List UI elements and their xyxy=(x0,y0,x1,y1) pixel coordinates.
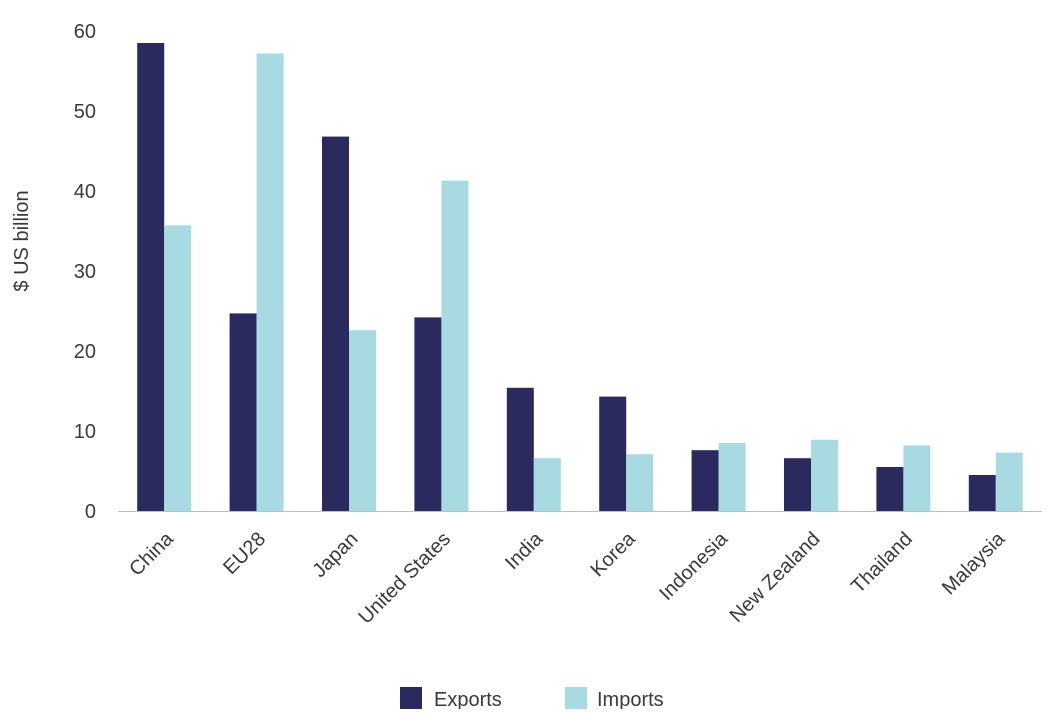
x-tick-label: India xyxy=(501,527,548,574)
bar-imports-china xyxy=(164,225,192,511)
bar-exports-united-states xyxy=(414,317,442,511)
bar-exports-china xyxy=(137,43,165,511)
y-axis-label: $ US billion xyxy=(11,190,33,291)
bar-exports-thailand xyxy=(876,467,904,511)
x-tick-label: EU28 xyxy=(219,528,270,579)
bar-imports-united-states xyxy=(441,180,469,511)
x-tick-label: China xyxy=(125,527,178,580)
x-tick-label: Thailand xyxy=(847,528,917,598)
bar-imports-korea xyxy=(626,454,654,511)
y-tick-label: 20 xyxy=(74,341,96,363)
y-tick-label: 30 xyxy=(74,261,96,283)
bar-exports-indonesia xyxy=(691,450,719,511)
legend-label-exports: Exports xyxy=(434,689,502,709)
x-tick-label: Japan xyxy=(308,528,362,582)
x-tick-label: New Zealand xyxy=(726,528,825,627)
bar-imports-eu28 xyxy=(256,53,284,512)
legend-swatch-imports xyxy=(565,687,587,709)
bar-imports-japan xyxy=(349,330,376,511)
x-tick-label: United States xyxy=(354,528,454,628)
bars xyxy=(137,43,1023,512)
y-tick-label: 60 xyxy=(74,21,96,43)
y-tick-label: 50 xyxy=(74,101,96,123)
y-tick-label: 0 xyxy=(85,501,96,523)
bar-imports-india xyxy=(533,458,561,511)
bar-exports-korea xyxy=(599,396,627,511)
bar-exports-japan xyxy=(322,136,349,511)
legend-swatch-exports xyxy=(400,687,422,709)
legend-label-imports: Imports xyxy=(597,689,664,709)
x-tick-label: Malaysia xyxy=(938,527,1010,599)
bar-imports-new-zealand xyxy=(811,439,838,511)
bar-imports-indonesia xyxy=(718,443,746,511)
bar-exports-eu28 xyxy=(229,313,257,511)
x-tick-label: Indonesia xyxy=(655,527,733,605)
x-tick-label: Korea xyxy=(586,527,640,581)
legend: Exports Imports xyxy=(400,687,664,711)
bar-exports-india xyxy=(506,387,534,511)
y-axis-ticks: 0 10 20 30 40 50 60 xyxy=(74,21,96,523)
y-tick-label: 40 xyxy=(74,181,96,203)
bar-exports-new-zealand xyxy=(784,458,811,511)
bar-imports-malaysia xyxy=(995,452,1023,511)
bar-imports-thailand xyxy=(903,445,931,511)
y-axis-label-group: $ US billion xyxy=(11,190,33,291)
bar-exports-malaysia xyxy=(968,475,996,511)
y-tick-label: 10 xyxy=(74,421,96,443)
